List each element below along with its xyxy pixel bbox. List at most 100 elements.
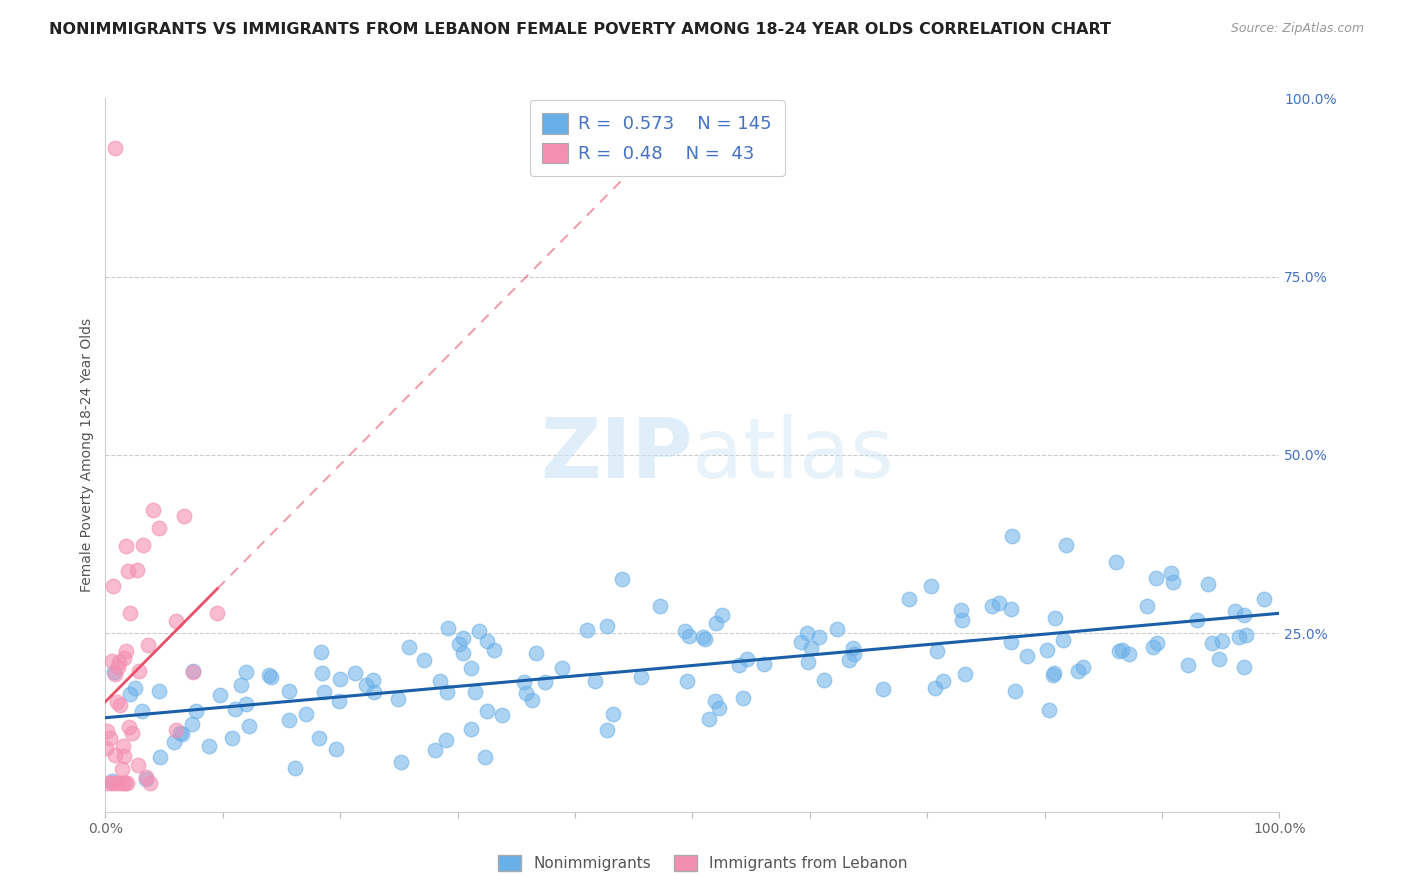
Point <box>872 682 894 697</box>
Point <box>704 615 727 630</box>
Point <box>692 631 714 645</box>
Point <box>1004 684 1026 698</box>
Point <box>460 661 482 675</box>
Point <box>148 521 170 535</box>
Point <box>149 750 172 764</box>
Point <box>807 630 830 644</box>
Point <box>1160 566 1182 580</box>
Point <box>612 572 634 586</box>
Point <box>482 642 505 657</box>
Point <box>354 678 377 692</box>
Point <box>118 720 141 734</box>
Point <box>170 727 193 741</box>
Text: ZIP: ZIP <box>540 415 693 495</box>
Point <box>924 681 946 696</box>
Point <box>96 740 118 755</box>
Point <box>1054 538 1077 552</box>
Point <box>148 684 170 698</box>
Point <box>413 653 436 667</box>
Point <box>434 733 457 747</box>
Point <box>1225 604 1247 618</box>
Point <box>1067 665 1090 679</box>
Point <box>114 644 136 658</box>
Point <box>165 614 187 628</box>
Point <box>596 619 619 633</box>
Point <box>675 674 697 689</box>
Point <box>1038 703 1060 717</box>
Point <box>460 722 482 736</box>
Point <box>1042 667 1064 681</box>
Point <box>813 673 835 687</box>
Point <box>135 772 157 786</box>
Point <box>1000 602 1022 616</box>
Point <box>114 776 136 790</box>
Point <box>1118 647 1140 661</box>
Point <box>474 750 496 764</box>
Point <box>522 693 544 707</box>
Point <box>981 599 1004 614</box>
Point <box>183 665 205 679</box>
Point <box>596 723 619 738</box>
Point <box>124 681 146 695</box>
Point <box>515 685 537 699</box>
Point <box>184 704 207 718</box>
Point <box>513 675 536 690</box>
Point <box>284 761 307 775</box>
Point <box>825 622 848 636</box>
Point <box>235 665 257 680</box>
Point <box>162 735 184 749</box>
Point <box>953 666 976 681</box>
Legend: Nonimmigrants, Immigrants from Lebanon: Nonimmigrants, Immigrants from Lebanon <box>492 849 914 877</box>
Point <box>103 665 125 679</box>
Point <box>697 712 720 726</box>
Point <box>120 606 142 620</box>
Point <box>101 654 124 668</box>
Point <box>104 747 127 762</box>
Point <box>115 539 138 553</box>
Point <box>447 637 470 651</box>
Point <box>207 607 229 621</box>
Point <box>325 742 347 756</box>
Point <box>387 692 409 706</box>
Point <box>576 623 599 637</box>
Point <box>311 666 333 681</box>
Point <box>294 707 316 722</box>
Point <box>673 624 696 639</box>
Point <box>800 641 823 656</box>
Point <box>127 757 149 772</box>
Point <box>209 688 232 702</box>
Point <box>703 694 725 708</box>
Point <box>437 621 460 635</box>
Point <box>1233 660 1256 674</box>
Point <box>131 704 153 718</box>
Point <box>1161 574 1184 589</box>
Point <box>648 599 671 614</box>
Point <box>112 749 135 764</box>
Point <box>1036 642 1059 657</box>
Point <box>710 608 733 623</box>
Point <box>108 655 131 669</box>
Point <box>1105 555 1128 569</box>
Point <box>585 673 607 688</box>
Point <box>314 685 336 699</box>
Point <box>115 776 138 790</box>
Point <box>436 685 458 699</box>
Point <box>309 645 332 659</box>
Point <box>101 773 124 788</box>
Point <box>101 776 124 790</box>
Point <box>1142 640 1164 654</box>
Point <box>139 776 162 790</box>
Point <box>108 698 131 712</box>
Point <box>96 724 118 739</box>
Point <box>737 651 759 665</box>
Point <box>477 705 499 719</box>
Point <box>790 634 813 648</box>
Point <box>98 731 121 745</box>
Point <box>1234 627 1257 641</box>
Point <box>118 687 141 701</box>
Point <box>1043 666 1066 681</box>
Point <box>328 694 350 708</box>
Point <box>491 707 513 722</box>
Point <box>1144 571 1167 585</box>
Point <box>1071 660 1094 674</box>
